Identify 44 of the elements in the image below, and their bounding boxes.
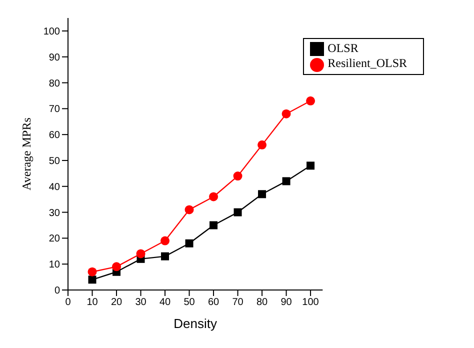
legend-label: OLSR	[328, 41, 358, 55]
point	[184, 205, 194, 214]
y-tick-label: 70	[48, 104, 60, 116]
point	[88, 276, 96, 284]
y-axis-title: Average MPRs	[19, 117, 34, 190]
point	[282, 177, 290, 186]
point	[161, 252, 170, 260]
x-tick-label: 80	[256, 297, 268, 308]
legend-label: Resilient_OLSR	[328, 56, 407, 70]
y-tick-label: 40	[48, 182, 60, 193]
point	[185, 239, 194, 248]
x-tick-label: 50	[184, 297, 196, 308]
x-tick-label: 30	[135, 297, 147, 308]
y-tick-label: 80	[48, 78, 60, 90]
point	[282, 109, 291, 118]
point	[136, 249, 146, 258]
y-tick-label: 20	[48, 234, 60, 245]
point	[160, 236, 170, 246]
y-tick-label: 10	[48, 260, 60, 271]
x-tick-label: 90	[280, 297, 292, 308]
x-tick-label: 0	[65, 297, 72, 308]
y-tick-label: 100	[43, 26, 60, 38]
y-tick-label: 60	[48, 130, 60, 142]
y-tick-label: 0	[54, 286, 60, 297]
x-tick-label: 10	[86, 297, 98, 308]
x-tick-label: 40	[159, 297, 172, 308]
x-tick-label: 20	[110, 297, 123, 308]
y-tick-label: 50	[48, 156, 60, 168]
x-tick-label: 60	[208, 297, 220, 308]
point	[88, 267, 97, 276]
y-tick-label: 30	[48, 208, 60, 219]
x-axis-title: Density	[174, 316, 218, 331]
point	[258, 190, 266, 198]
x-tick-label: 100	[302, 297, 320, 308]
point	[234, 208, 242, 216]
point	[306, 96, 316, 106]
point	[306, 162, 315, 170]
x-tick-label: 70	[232, 297, 244, 308]
point	[210, 221, 218, 230]
point	[112, 262, 122, 272]
point	[258, 140, 267, 150]
point	[233, 172, 242, 181]
y-tick-label: 90	[48, 52, 60, 64]
point	[209, 192, 218, 202]
